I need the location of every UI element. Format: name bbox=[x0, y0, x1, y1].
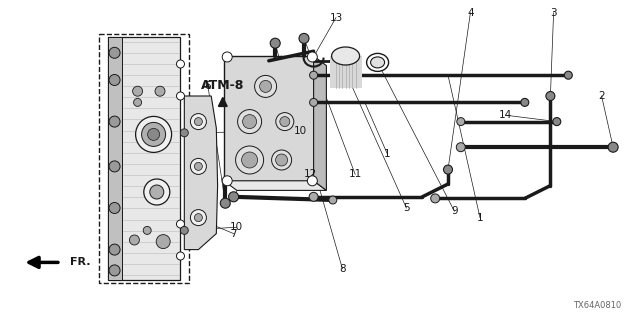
Polygon shape bbox=[108, 37, 180, 280]
Circle shape bbox=[564, 71, 572, 79]
Circle shape bbox=[143, 227, 151, 234]
Circle shape bbox=[309, 192, 318, 201]
Circle shape bbox=[129, 235, 140, 245]
Circle shape bbox=[236, 146, 264, 174]
Circle shape bbox=[156, 235, 170, 249]
Text: 4: 4 bbox=[467, 8, 474, 18]
Circle shape bbox=[280, 116, 290, 127]
Circle shape bbox=[237, 109, 262, 134]
Circle shape bbox=[180, 129, 188, 137]
Text: 7: 7 bbox=[230, 228, 237, 239]
Circle shape bbox=[546, 92, 555, 100]
Circle shape bbox=[177, 60, 184, 68]
Circle shape bbox=[109, 244, 120, 255]
Text: 14: 14 bbox=[499, 110, 512, 120]
Circle shape bbox=[310, 99, 317, 106]
Text: 5: 5 bbox=[403, 203, 410, 213]
Polygon shape bbox=[314, 56, 326, 190]
Circle shape bbox=[222, 176, 232, 186]
Circle shape bbox=[132, 86, 143, 96]
Text: 12: 12 bbox=[304, 169, 317, 180]
Polygon shape bbox=[184, 96, 218, 250]
Polygon shape bbox=[330, 56, 362, 88]
Circle shape bbox=[553, 117, 561, 125]
Circle shape bbox=[276, 154, 287, 166]
Ellipse shape bbox=[332, 62, 360, 82]
Circle shape bbox=[150, 185, 164, 199]
Text: 1: 1 bbox=[384, 148, 390, 159]
Circle shape bbox=[109, 47, 120, 58]
Ellipse shape bbox=[371, 57, 385, 68]
Circle shape bbox=[310, 71, 317, 79]
Circle shape bbox=[177, 220, 184, 228]
Circle shape bbox=[270, 38, 280, 48]
Circle shape bbox=[195, 163, 202, 170]
Circle shape bbox=[134, 99, 141, 106]
Circle shape bbox=[444, 165, 452, 174]
Text: ATM-8: ATM-8 bbox=[201, 79, 244, 92]
Circle shape bbox=[271, 150, 292, 170]
Text: 6: 6 bbox=[205, 81, 211, 92]
Circle shape bbox=[260, 80, 271, 92]
Ellipse shape bbox=[332, 47, 360, 65]
Polygon shape bbox=[224, 181, 326, 190]
Circle shape bbox=[255, 76, 276, 97]
Circle shape bbox=[141, 122, 166, 146]
Circle shape bbox=[242, 152, 258, 168]
Circle shape bbox=[155, 86, 165, 96]
Circle shape bbox=[431, 194, 440, 203]
Circle shape bbox=[521, 99, 529, 106]
Circle shape bbox=[307, 52, 317, 62]
Circle shape bbox=[276, 113, 294, 131]
Circle shape bbox=[457, 117, 465, 125]
Circle shape bbox=[222, 52, 232, 62]
Circle shape bbox=[243, 115, 257, 129]
Circle shape bbox=[220, 198, 230, 208]
Text: 8: 8 bbox=[339, 264, 346, 274]
Polygon shape bbox=[108, 37, 122, 280]
Circle shape bbox=[177, 252, 184, 260]
Circle shape bbox=[109, 265, 120, 276]
Circle shape bbox=[109, 203, 120, 213]
Circle shape bbox=[191, 158, 206, 174]
Text: 10: 10 bbox=[294, 126, 307, 136]
Text: FR.: FR. bbox=[70, 257, 91, 268]
Text: 13: 13 bbox=[330, 12, 342, 23]
Text: TX64A0810: TX64A0810 bbox=[573, 301, 621, 310]
Circle shape bbox=[177, 92, 184, 100]
Circle shape bbox=[608, 142, 618, 152]
Circle shape bbox=[195, 214, 202, 222]
Circle shape bbox=[195, 117, 202, 125]
Circle shape bbox=[228, 192, 239, 202]
Text: 3: 3 bbox=[550, 8, 557, 18]
Text: 11: 11 bbox=[349, 169, 362, 180]
Circle shape bbox=[144, 179, 170, 205]
Circle shape bbox=[456, 143, 465, 152]
Circle shape bbox=[191, 114, 206, 130]
Circle shape bbox=[191, 210, 206, 226]
Text: 10: 10 bbox=[230, 222, 243, 232]
Polygon shape bbox=[224, 56, 314, 181]
Circle shape bbox=[307, 176, 317, 186]
Circle shape bbox=[148, 128, 159, 140]
Circle shape bbox=[299, 33, 309, 44]
Circle shape bbox=[136, 116, 172, 152]
Circle shape bbox=[109, 116, 120, 127]
Text: 2: 2 bbox=[598, 91, 605, 101]
Circle shape bbox=[109, 161, 120, 172]
Text: 1: 1 bbox=[477, 212, 483, 223]
Circle shape bbox=[180, 227, 188, 234]
Text: 9: 9 bbox=[451, 206, 458, 216]
Circle shape bbox=[329, 196, 337, 204]
Ellipse shape bbox=[367, 53, 388, 71]
Circle shape bbox=[109, 75, 120, 85]
